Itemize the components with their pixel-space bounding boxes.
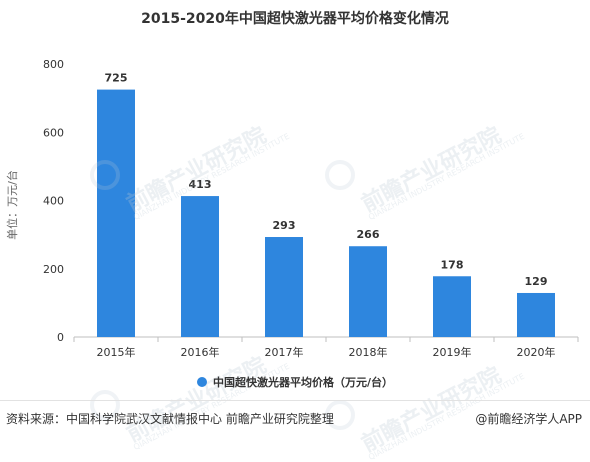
data-label: 178 bbox=[441, 258, 464, 271]
bar bbox=[349, 246, 387, 337]
x-tick-label: 2019年 bbox=[433, 345, 472, 359]
y-axis-title: 单位：万元/台 bbox=[5, 170, 19, 240]
chart-title: 2015-2020年中国超快激光器平均价格变化情况 bbox=[141, 11, 449, 27]
legend: 中国超快激光器平均价格（万元/台） bbox=[0, 374, 590, 390]
x-tick-label: 2015年 bbox=[97, 345, 136, 359]
data-label: 266 bbox=[357, 228, 380, 241]
y-axis: 0 200 400 600 800 bbox=[43, 58, 64, 344]
y-tick-label: 200 bbox=[43, 263, 64, 276]
data-label: 129 bbox=[525, 275, 548, 288]
y-tick-label: 0 bbox=[57, 331, 64, 344]
y-tick-label: 400 bbox=[43, 195, 64, 208]
bars bbox=[97, 89, 555, 337]
y-tick-label: 600 bbox=[43, 126, 64, 139]
data-label: 725 bbox=[105, 72, 128, 85]
legend-label: 中国超快激光器平均价格（万元/台） bbox=[212, 376, 394, 389]
y-tick-label: 800 bbox=[43, 58, 64, 71]
x-tick-label: 2018年 bbox=[349, 345, 388, 359]
data-label: 413 bbox=[189, 178, 212, 191]
footer-divider bbox=[0, 400, 590, 401]
legend-marker bbox=[196, 377, 207, 387]
bar bbox=[433, 276, 471, 337]
bar bbox=[517, 292, 555, 337]
x-tick-label: 2017年 bbox=[265, 345, 304, 359]
footer-brand: @前瞻经济学人APP bbox=[475, 412, 582, 426]
footer-source: 资料来源：中国科学院武汉文献情报中心 前瞻产业研究院整理 bbox=[6, 412, 334, 426]
data-label: 293 bbox=[273, 219, 296, 232]
x-axis: 2015年 2016年 2017年 2018年 2019年 2020年 bbox=[73, 336, 579, 359]
x-tick-label: 2020年 bbox=[517, 345, 556, 359]
bar bbox=[265, 237, 303, 337]
data-labels: 725 413 293 266 178 129 bbox=[105, 72, 548, 288]
bar bbox=[181, 196, 219, 337]
bar bbox=[97, 89, 135, 337]
x-tick-label: 2016年 bbox=[181, 345, 220, 359]
